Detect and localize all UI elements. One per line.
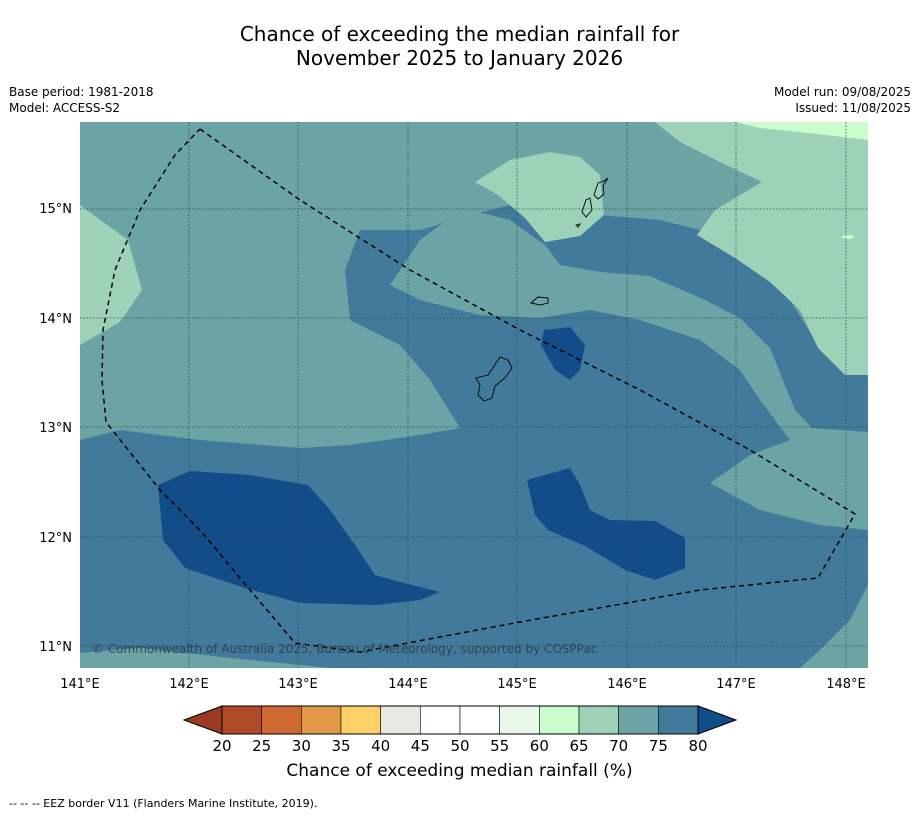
y-tick: 15°N — [39, 202, 72, 217]
colorbar-tick-label: 30 — [292, 737, 311, 755]
colorbar-cell — [301, 705, 342, 735]
band-65-northeast — [655, 122, 868, 375]
y-axis-ticks: 15°N 14°N 13°N 12°N 11°N — [39, 202, 72, 655]
band-80-southwest — [158, 471, 440, 605]
x-tick: 148°E — [826, 677, 866, 692]
band-70-south — [80, 648, 330, 668]
band-60-corner — [735, 122, 868, 140]
colorbar-tick-label: 35 — [331, 737, 350, 755]
band-65-west — [80, 205, 142, 345]
colorbar-tick-label: 80 — [688, 737, 707, 755]
graticule — [80, 122, 868, 668]
x-tick: 141°E — [60, 677, 100, 692]
copyright-text: © Commonwealth of Australia 2025, Bureau… — [92, 642, 597, 656]
colorbar-label: Chance of exceeding median rainfall (%) — [286, 761, 633, 781]
x-tick: 147°E — [716, 677, 756, 692]
chart-title: Chance of exceeding the median rainfall … — [0, 22, 919, 70]
y-tick: 12°N — [39, 531, 72, 546]
island-tinian — [581, 197, 593, 218]
colorbar-tick-label: 75 — [649, 737, 668, 755]
colorbar-tick-label: 70 — [609, 737, 628, 755]
model-run-text: Model run: 09/08/2025 — [773, 85, 911, 99]
y-tick: 11°N — [39, 640, 72, 655]
colorbar-tick-label: 60 — [530, 737, 549, 755]
colorbar-tick-label: 45 — [411, 737, 430, 755]
x-tick: 143°E — [278, 677, 318, 692]
colorbar-tick-label: 65 — [569, 737, 588, 755]
x-tick: 146°E — [607, 677, 647, 692]
colorbar-cell — [499, 705, 540, 735]
x-tick: 144°E — [388, 677, 428, 692]
colorbar-cell — [618, 705, 659, 735]
colorbar: 20 25 30 35 40 45 50 55 60 65 70 75 80 — [182, 705, 738, 755]
colorbar-tick-label: 50 — [450, 737, 469, 755]
colorbar-cell — [459, 705, 500, 735]
colorbar-cell — [539, 705, 580, 735]
colorbar-cells — [221, 705, 699, 735]
meta-right: Model run: 09/08/2025 Issued: 11/08/2025 — [774, 84, 911, 116]
eez-border — [101, 128, 857, 653]
model-text: Model: ACCESS-S2 — [9, 101, 121, 115]
band-80-southeast — [527, 468, 685, 580]
y-tick: 14°N — [39, 312, 72, 327]
x-tick: 142°E — [169, 677, 209, 692]
base-period-text: Base period: 1981-2018 — [9, 85, 154, 99]
colorbar-cell — [221, 705, 262, 735]
colorbar-cell — [380, 705, 421, 735]
colorbar-cell — [340, 705, 381, 735]
colorbar-tick-label: 20 — [212, 737, 231, 755]
y-tick: 13°N — [39, 421, 72, 436]
island-guam — [475, 356, 513, 402]
band-70-north — [80, 122, 868, 448]
island-saipan — [593, 177, 609, 200]
colorbar-tick-labels: 20 25 30 35 40 45 50 55 60 65 70 75 80 — [212, 737, 707, 755]
band-60-speck — [842, 235, 854, 239]
colorbar-cell — [578, 705, 619, 735]
x-axis-ticks: 141°E 142°E 143°E 144°E 145°E 146°E 147°… — [60, 677, 866, 692]
colorbar-over-arrow — [697, 705, 738, 735]
band-70-southeast — [800, 585, 868, 668]
meta-left: Base period: 1981-2018 Model: ACCESS-S2 — [9, 84, 154, 116]
island-aguijan — [575, 223, 582, 228]
x-tick: 145°E — [497, 677, 537, 692]
colorbar-tick-label: 55 — [490, 737, 509, 755]
issued-text: Issued: 11/08/2025 — [795, 101, 911, 115]
colorbar-tick-label: 25 — [252, 737, 271, 755]
colorbar-cell — [420, 705, 461, 735]
island-outlines — [475, 177, 609, 402]
colorbar-under-arrow — [182, 705, 223, 735]
band-65-north — [475, 152, 604, 242]
colorbar-tick-label: 40 — [371, 737, 390, 755]
island-rota — [530, 296, 549, 306]
band-80-central — [541, 327, 585, 380]
map-area: © Commonwealth of Australia 2025, Bureau… — [80, 122, 868, 668]
colorbar-cell — [658, 705, 699, 735]
band-70-east — [390, 210, 868, 530]
title-line-1: Chance of exceeding the median rainfall … — [239, 22, 680, 46]
colorbar-outline — [221, 705, 699, 735]
eez-legend-note: -- -- -- EEZ border V11 (Flanders Marine… — [9, 797, 318, 810]
colorbar-cell — [261, 705, 302, 735]
title-line-2: November 2025 to January 2026 — [295, 46, 624, 70]
